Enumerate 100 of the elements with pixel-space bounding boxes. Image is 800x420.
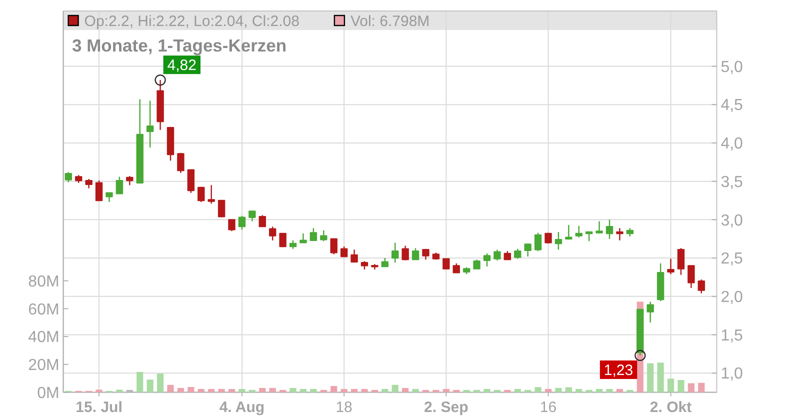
bar (616, 388, 624, 392)
candlestick (544, 232, 552, 244)
bar (248, 390, 256, 392)
candlestick (494, 249, 501, 261)
candlestick (166, 126, 174, 162)
bar (167, 384, 174, 392)
candlestick (95, 180, 103, 202)
candlestick (136, 98, 144, 184)
bar (514, 388, 521, 392)
bar (432, 390, 440, 392)
candlestick (350, 249, 358, 264)
bar (647, 363, 654, 392)
x-tick-label: 2. Sep (424, 399, 468, 416)
candlestick (422, 248, 430, 260)
candlestick (156, 79, 164, 131)
y2-tick-label: 0M (37, 384, 60, 402)
y-tick-label: 3,5 (720, 174, 744, 191)
bar (657, 362, 664, 392)
annotation: Op:2.2, Hi:2.22, Lo:2.04, Cl:2.08 (84, 13, 300, 30)
candlestick (177, 152, 184, 174)
candlestick (258, 214, 266, 228)
bar (606, 388, 613, 392)
candlestick (483, 252, 491, 268)
candlestick (698, 278, 705, 294)
candlestick (371, 264, 378, 270)
bar (392, 384, 398, 392)
candlestick (402, 245, 409, 261)
y-tick-label: 4,0 (720, 136, 744, 153)
candlestick (238, 215, 246, 230)
x-tick-label: 2. Okt (650, 399, 692, 416)
callout: 4,82 (163, 56, 200, 74)
candlestick (310, 228, 318, 241)
bar (412, 388, 419, 392)
bar (156, 374, 164, 392)
candlestick (688, 265, 695, 289)
candlestick (656, 262, 664, 302)
candlestick (677, 247, 685, 276)
y-tick-label: 1,5 (720, 327, 744, 344)
bar (371, 390, 378, 392)
bar (361, 388, 368, 392)
bar (188, 387, 194, 392)
candlestick (554, 231, 562, 250)
candlestick (106, 192, 113, 203)
y-tick-label: 1,0 (720, 366, 744, 383)
bar (596, 388, 603, 392)
candlestick (514, 248, 522, 260)
candlestick (218, 200, 226, 218)
candlestick (596, 220, 603, 234)
bar (678, 380, 684, 392)
bar (504, 390, 511, 392)
candlestick (360, 260, 368, 270)
bar (586, 390, 592, 392)
bar (146, 380, 154, 392)
bar (290, 388, 296, 392)
candlestick (473, 258, 480, 270)
candlestick (412, 247, 420, 260)
y-tick-label: 5,0 (720, 58, 744, 76)
candlestick (452, 262, 460, 274)
bar (626, 390, 634, 392)
bar (453, 390, 460, 392)
candlestick (75, 174, 82, 184)
bar (350, 388, 358, 392)
x-tick-label: 4. Aug (219, 399, 265, 416)
bar (484, 388, 490, 392)
candlestick (289, 240, 297, 250)
bar (340, 388, 348, 392)
bar (463, 390, 470, 392)
candlestick (340, 246, 348, 258)
bar (300, 388, 307, 392)
bar (688, 383, 694, 392)
bar (494, 390, 500, 392)
candlestick (320, 230, 328, 242)
candlestick (442, 258, 450, 270)
candlestick (126, 175, 134, 186)
bar (565, 387, 572, 392)
candlestick (279, 232, 286, 248)
bar (136, 372, 144, 392)
candlestick (381, 257, 388, 268)
x-tick-label: 16 (540, 399, 557, 416)
bar (116, 390, 123, 392)
bar (177, 388, 184, 392)
text: 3 Monate, 1-Tages-Kerzen (72, 36, 287, 56)
candlestick (504, 250, 512, 260)
bar (259, 388, 266, 392)
bar (555, 388, 562, 392)
candlestick (575, 225, 582, 238)
bar (698, 382, 705, 392)
candlestick (208, 184, 215, 204)
bar (310, 388, 317, 392)
candlestick (565, 224, 572, 240)
candlestick (116, 176, 124, 194)
bar (544, 388, 552, 392)
bar (330, 386, 338, 392)
y-tick-label: 4,5 (720, 97, 744, 114)
candlestick (330, 238, 338, 255)
bar (473, 390, 480, 392)
y2-tick-label: 40M (28, 329, 60, 346)
y-tick-label: 2,5 (720, 250, 744, 268)
bar (96, 390, 102, 392)
bar (198, 388, 204, 392)
